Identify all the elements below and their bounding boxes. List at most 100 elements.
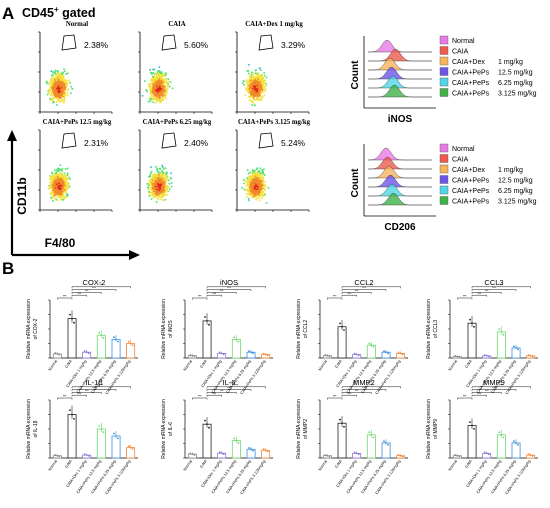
bar-chart: IL-1β Relative mRNA expression of IL-1β Nor…: [26, 378, 138, 495]
flow-density-dot: [253, 98, 255, 101]
flow-density-dot: [257, 88, 259, 91]
significance-bracket: [341, 392, 372, 394]
flow-density-dot: [55, 177, 57, 180]
flow-density-dot: [65, 175, 67, 178]
flow-density-dot: [164, 93, 167, 96]
flow-density-dot: [62, 88, 65, 91]
flow-density-dot: [64, 168, 67, 170]
flow-density-dot: [160, 179, 162, 181]
flow-density-dot: [61, 173, 63, 175]
flow-density-dot: [254, 69, 257, 72]
flow-density-dot: [256, 96, 259, 99]
flow-density-dot: [63, 191, 66, 193]
flow-density-dot: [156, 197, 159, 200]
flow-density-dot: [258, 184, 261, 187]
flow-density-dot: [152, 87, 154, 89]
flow-density-dot: [152, 99, 155, 101]
flow-density-dot: [152, 195, 155, 197]
flow-density-dot: [156, 88, 159, 90]
bar-point: [527, 354, 530, 356]
flow-density-dot: [165, 92, 167, 95]
flow-gate-percentage: 2.38%: [84, 40, 109, 50]
flow-density-dot: [162, 74, 165, 77]
flow-density-dot: [262, 95, 264, 98]
flow-density-dot: [165, 175, 168, 177]
flow-density-dot: [263, 174, 266, 176]
flow-density-dot: [59, 75, 62, 78]
flow-density-dot: [246, 177, 248, 180]
flow-density-dot: [45, 81, 48, 84]
flow-gate: [258, 34, 274, 51]
flow-density-dot: [48, 92, 51, 95]
flow-density-dot: [254, 90, 256, 93]
flow-density-dot: [53, 84, 56, 86]
flow-density-dot: [252, 176, 254, 178]
bar: [511, 442, 521, 459]
flow-density-dot: [255, 92, 257, 94]
flow-density-dot: [255, 86, 258, 88]
flow-density-dot: [158, 91, 160, 94]
significance-bracket: [471, 292, 502, 294]
flow-density-dot: [162, 189, 164, 192]
flow-density-dot: [246, 188, 249, 191]
flow-density-dot: [149, 89, 152, 92]
flow-density-dot: [63, 197, 66, 200]
flow-density-dot: [54, 96, 57, 99]
flow-density-dot: [259, 177, 261, 179]
flow-density-dot: [153, 75, 155, 77]
flow-density-dot: [53, 177, 55, 180]
flow-density-dot: [154, 78, 157, 80]
flow-density-dot: [161, 192, 164, 195]
flow-density-dot: [54, 195, 57, 197]
flow-density-dot: [256, 83, 258, 85]
bar-point: [500, 331, 503, 333]
significance-bracket: [471, 394, 487, 397]
flow-density-dot: [253, 183, 256, 186]
flow-density-dot: [161, 73, 163, 76]
bar-point: [208, 323, 210, 326]
flow-density-dot: [62, 89, 64, 92]
flow-density-dot: [62, 77, 64, 80]
flow-density-dot: [58, 89, 60, 91]
flow-density-dot: [56, 185, 58, 187]
bar-category-label: Normal: [318, 459, 328, 471]
flow-density-dot: [154, 90, 156, 93]
flow-density-dot: [151, 73, 153, 75]
flow-density-dot: [254, 195, 256, 197]
flow-density-dot: [55, 188, 57, 190]
flow-density-dot: [58, 178, 60, 180]
flow-density-dot: [155, 192, 158, 195]
flow-density-dot: [251, 84, 254, 86]
flow-density-dot: [258, 89, 260, 91]
flow-density-dot: [261, 80, 263, 83]
bar-chart-title: COX-2: [83, 278, 106, 287]
bar-chart-title: IL-6: [223, 378, 236, 387]
bar-category-label: CAIA: [199, 459, 208, 469]
flow-density-dot: [259, 86, 261, 89]
flow-density-dot: [257, 191, 259, 193]
flow-density-dot: [166, 85, 169, 88]
flow-density-dot: [52, 200, 54, 202]
flow-density-dot: [57, 192, 60, 194]
flow-density-dot: [166, 194, 168, 196]
bar-point: [131, 448, 134, 450]
flow-density-dot: [162, 99, 164, 102]
significance-bracket: [57, 397, 73, 400]
flow-density-dot: [155, 80, 157, 82]
flow-density-dot: [61, 89, 63, 91]
flow-density-dot: [246, 82, 249, 85]
flow-density-dot: [251, 169, 254, 171]
flow-density-dot: [65, 191, 67, 193]
flow-density-dot: [66, 193, 68, 195]
flow-density-dot: [251, 91, 253, 94]
flow-density-dot: [159, 88, 161, 91]
bar-point: [502, 436, 505, 439]
bar-point: [250, 351, 252, 354]
flow-density-dot: [262, 85, 264, 87]
flow-density-dot: [162, 96, 164, 99]
bar-point: [328, 355, 331, 358]
flow-density-dot: [253, 88, 255, 91]
flow-density-dot: [60, 198, 62, 200]
flow-density-dot: [257, 73, 259, 75]
flow-density-dot: [257, 86, 259, 88]
